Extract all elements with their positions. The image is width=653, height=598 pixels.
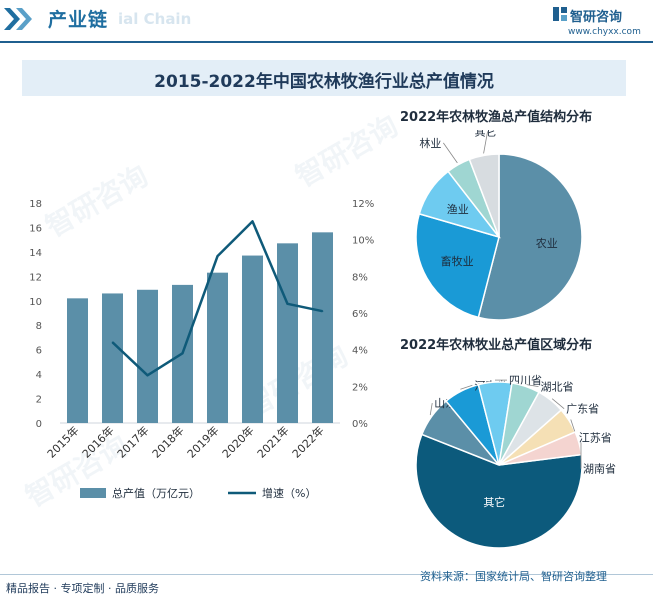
pie-slice <box>415 212 500 319</box>
x-tick-label: 2020年 <box>219 423 256 460</box>
x-tick-label: 2019年 <box>184 423 221 460</box>
pie-label: 广东省 <box>566 403 599 416</box>
legend-bar-label: 总产值（万亿元） <box>112 486 200 500</box>
bar <box>277 243 298 423</box>
pie-leader-line <box>429 402 433 416</box>
pie-leader-line <box>460 384 473 390</box>
y-left-tick: 12 <box>29 272 42 283</box>
bar <box>312 232 333 423</box>
legend-bar-swatch <box>80 488 106 498</box>
y-right-tick: 10% <box>352 236 374 247</box>
bar-series <box>67 232 333 423</box>
pie-slice <box>468 153 500 238</box>
footer-source: 资料来源：国家统计局、智研咨询整理 <box>420 570 607 583</box>
pie-label: 其它 <box>475 130 497 138</box>
y-left-tick: 14 <box>29 248 42 259</box>
x-tick-label: 2018年 <box>149 423 186 460</box>
y-left-tick: 18 <box>29 199 42 210</box>
pie-label: 农业 <box>536 236 558 250</box>
legend-line-label: 增速（%） <box>262 486 316 500</box>
y-right-tick: 4% <box>352 346 368 357</box>
pie2-title: 2022年农林牧业总产值区域分布 <box>400 338 593 353</box>
pie-label: 其它 <box>483 495 505 509</box>
pie-label: 湖南省 <box>583 463 616 476</box>
header-divider <box>0 41 653 43</box>
pie-leader-line <box>551 398 565 409</box>
bar <box>137 289 158 423</box>
growth-point <box>146 374 149 377</box>
growth-point <box>216 255 219 257</box>
pie-label: 湖北省 <box>541 381 574 394</box>
chevrons-icon <box>4 8 32 30</box>
left-axis: 0 2 4 6 8 10 12 14 16 18 0% 2% 4% 6% 8% 10% 12% <box>29 199 374 430</box>
y-left-tick: 8 <box>36 321 42 332</box>
y-left-tick: 6 <box>36 346 42 357</box>
y-right-tick: 8% <box>352 272 368 283</box>
pie-leader-line <box>443 142 458 164</box>
chart-banner: 2015-2022年中国农林牧渔行业总产值情况 <box>22 60 626 96</box>
x-tick-label: 2017年 <box>114 423 151 460</box>
brand-url[interactable]: www.chyxx.com <box>568 27 641 37</box>
pie-label: 渔业 <box>447 203 469 216</box>
footer-divider <box>0 574 653 575</box>
bar <box>207 272 228 423</box>
watermark: 智研咨询 <box>290 109 404 194</box>
pie-leader-line <box>526 384 539 387</box>
bar <box>67 298 88 423</box>
bar <box>102 293 123 423</box>
pie-region: 其它山东省河南省四川省湖北省广东省江苏省湖南省 <box>415 374 616 549</box>
pie1-title: 2022年农林牧渔总产值结构分布 <box>400 110 593 125</box>
growth-point <box>321 310 324 312</box>
pie-label: 江苏省 <box>579 431 612 444</box>
y-left-tick: 4 <box>36 370 42 381</box>
growth-point <box>286 303 289 305</box>
legend: 总产值（万亿元） 增速（%） <box>80 486 316 500</box>
bar <box>242 255 263 423</box>
pie-slice <box>415 433 583 549</box>
y-right-tick: 0% <box>352 419 368 430</box>
brand-name: 智研咨询 <box>570 10 623 25</box>
footer-tagline: 精品报告 · 专项定制 · 品质服务 <box>6 582 159 595</box>
brand-logo-icon <box>553 7 567 21</box>
y-left-tick: 0 <box>36 419 42 430</box>
section-subtitle: ial Chain <box>118 10 192 28</box>
pie-label: 畜牧业 <box>441 254 474 268</box>
banner-title: 2015-2022年中国农林牧渔行业总产值情况 <box>154 72 494 92</box>
header-bar: ial Chain 产业链 智研咨询 www.chyxx.com <box>0 0 653 38</box>
line-series <box>111 220 324 377</box>
growth-point <box>181 352 184 355</box>
x-tick-label: 2021年 <box>254 423 291 460</box>
pie-leader-line <box>483 131 488 154</box>
section-title: 产业链 <box>48 9 109 31</box>
growth-point <box>111 341 114 344</box>
y-right-tick: 2% <box>352 382 368 393</box>
x-tick-label: 2015年 <box>44 423 81 460</box>
y-left-tick: 2 <box>36 395 42 406</box>
pie-slice <box>477 153 583 321</box>
growth-point <box>251 220 254 223</box>
y-left-tick: 10 <box>29 297 42 308</box>
y-right-tick: 6% <box>352 309 368 320</box>
x-tick-label: 2016年 <box>79 423 116 460</box>
y-left-tick: 16 <box>29 223 42 234</box>
x-tick-label: 2022年 <box>289 423 326 460</box>
pie-label: 林业 <box>419 136 441 150</box>
y-right-tick: 12% <box>352 199 374 210</box>
